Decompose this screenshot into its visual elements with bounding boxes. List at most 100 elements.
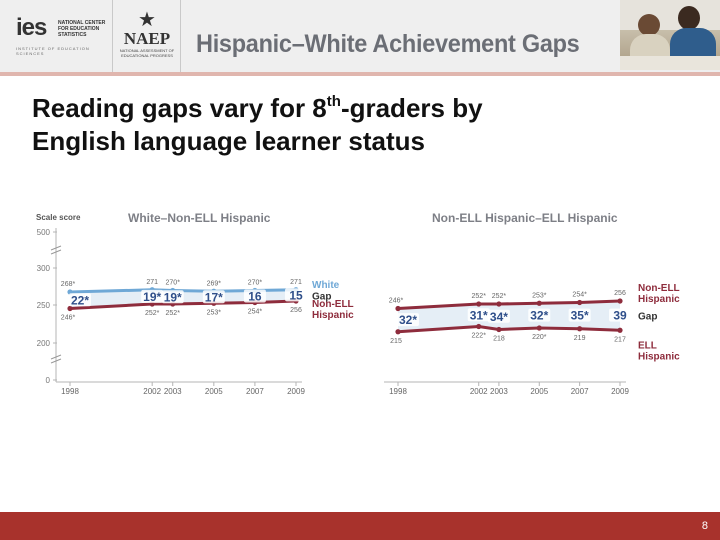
legend-label-non-ell-hispanic: Hispanic xyxy=(638,294,680,305)
data-label: 268* xyxy=(61,281,76,288)
data-label: 252* xyxy=(492,293,507,300)
data-point xyxy=(536,325,542,331)
gap-label-bg xyxy=(609,308,631,322)
naep-logo-subtitle: NATIONAL ASSESSMENT OF EDUCATIONAL PROGR… xyxy=(119,48,175,58)
data-point xyxy=(577,299,583,306)
y-tick-label: 200 xyxy=(37,339,51,348)
ies-logo-tagline: INSTITUTE OF EDUCATION SCIENCES xyxy=(16,46,90,56)
gap-label: 34* xyxy=(490,310,508,324)
slide-title-text: -graders by xyxy=(340,93,483,123)
x-tick-label: 2003 xyxy=(490,387,508,396)
slide-title-superscript: th xyxy=(326,93,341,110)
data-point xyxy=(617,327,623,333)
data-label: 246* xyxy=(61,315,76,322)
y-tick-label: 300 xyxy=(37,264,51,273)
gap-label: 32* xyxy=(399,313,417,327)
gap-label-bg xyxy=(528,308,551,322)
x-tick-label: 2007 xyxy=(246,387,264,396)
ies-logo-subtitle: NATIONAL CENTER FOR EDUCATION STATISTICS xyxy=(58,20,106,38)
x-tick-label: 2002 xyxy=(470,387,488,396)
gap-label-bg xyxy=(467,308,490,322)
data-label: 222* xyxy=(472,333,487,340)
gap-label: 32* xyxy=(530,309,548,323)
slide-title-text: Reading gaps vary for 8 xyxy=(32,93,327,123)
legend-label-gap: Gap xyxy=(312,291,331,302)
header-divider xyxy=(180,0,181,72)
x-tick-label: 1998 xyxy=(389,387,407,396)
data-label: 252* xyxy=(145,310,160,317)
data-label: 270* xyxy=(166,280,181,287)
students-photo xyxy=(620,0,720,70)
data-label: 254* xyxy=(248,309,263,316)
legend-label-ell-hispanic: Hispanic xyxy=(638,351,680,362)
y-tick-label: 500 xyxy=(37,228,51,237)
star-icon: ★ xyxy=(138,9,156,31)
axis-break-icon xyxy=(50,354,62,364)
gap-label-bg xyxy=(285,288,307,302)
data-label: 246* xyxy=(389,298,404,305)
ies-logo[interactable]: ies NATIONAL CENTER FOR EDUCATION STATIS… xyxy=(10,14,110,60)
x-tick-label: 1998 xyxy=(61,387,79,396)
x-tick-label: 2002 xyxy=(143,387,161,396)
header-accent-bar xyxy=(0,72,720,76)
legend-label-white: White xyxy=(312,280,340,291)
data-label: 254* xyxy=(572,292,587,299)
header-title: Hispanic–White Achievement Gaps xyxy=(196,30,580,58)
chart-title: White–Non-ELL Hispanic xyxy=(128,211,271,225)
data-point xyxy=(617,298,623,304)
naep-logo[interactable]: ★ NAEP NATIONAL ASSESSMENT OF EDUCATIONA… xyxy=(118,10,176,62)
x-tick-label: 2007 xyxy=(571,387,589,396)
gap-label-bg xyxy=(161,290,184,304)
legend-label-non-ell-hispanic: Non-ELL xyxy=(638,283,680,294)
header-banner: ies NATIONAL CENTER FOR EDUCATION STATIS… xyxy=(0,0,720,73)
slide-title-text: English language learner status xyxy=(32,126,425,156)
data-label: 271 xyxy=(290,279,302,286)
data-point xyxy=(536,300,542,306)
gap-label-bg xyxy=(69,293,91,307)
gap-label-bg xyxy=(202,290,225,304)
x-tick-label: 2005 xyxy=(205,387,223,396)
gap-label-bg xyxy=(568,308,591,322)
gap-label: 22* xyxy=(71,293,89,307)
y-tick-label: 250 xyxy=(37,301,51,310)
legend-label-non-ell-hispanic: Non-ELL xyxy=(312,299,354,310)
data-label: 256 xyxy=(290,307,302,314)
axis-break-icon xyxy=(50,245,62,255)
legend-label-non-ell-hispanic: Hispanic xyxy=(312,310,354,321)
data-label: 270* xyxy=(248,280,263,287)
series-line-non-ell-hispanic xyxy=(397,299,621,310)
gap-label: 31* xyxy=(470,308,488,322)
legend-label-gap: Gap xyxy=(638,312,657,323)
data-point xyxy=(67,305,73,312)
y-axis-label: Scale score xyxy=(36,213,81,222)
data-label: 220* xyxy=(532,334,547,341)
gap-label: 17* xyxy=(205,290,223,304)
page-number: 8 xyxy=(701,520,708,532)
gap-label-bg xyxy=(487,309,510,323)
x-tick-label: 2005 xyxy=(530,387,548,396)
gap-label: 15 xyxy=(289,288,303,302)
data-point xyxy=(476,301,482,307)
gap-label: 16 xyxy=(248,290,262,304)
gap-label: 19* xyxy=(164,290,182,304)
data-point xyxy=(496,326,502,333)
gap-label: 39 xyxy=(613,309,627,323)
data-label: 217 xyxy=(614,336,626,343)
data-point xyxy=(577,326,583,332)
x-tick-label: 2009 xyxy=(287,387,305,396)
data-label: 253* xyxy=(207,309,222,316)
header-divider xyxy=(112,0,113,72)
ies-logo-wordmark: ies xyxy=(16,14,47,41)
data-label: 253* xyxy=(532,292,547,299)
data-label: 252* xyxy=(472,293,487,300)
series-line-ell-hispanic xyxy=(397,324,621,334)
data-point xyxy=(395,329,401,335)
x-tick-label: 2009 xyxy=(611,387,629,396)
data-point xyxy=(395,305,401,312)
data-label: 271 xyxy=(146,279,158,286)
gap-label-bg xyxy=(243,289,266,303)
gap-label-bg xyxy=(141,289,164,303)
data-point xyxy=(476,323,482,330)
data-label: 269* xyxy=(207,280,222,287)
